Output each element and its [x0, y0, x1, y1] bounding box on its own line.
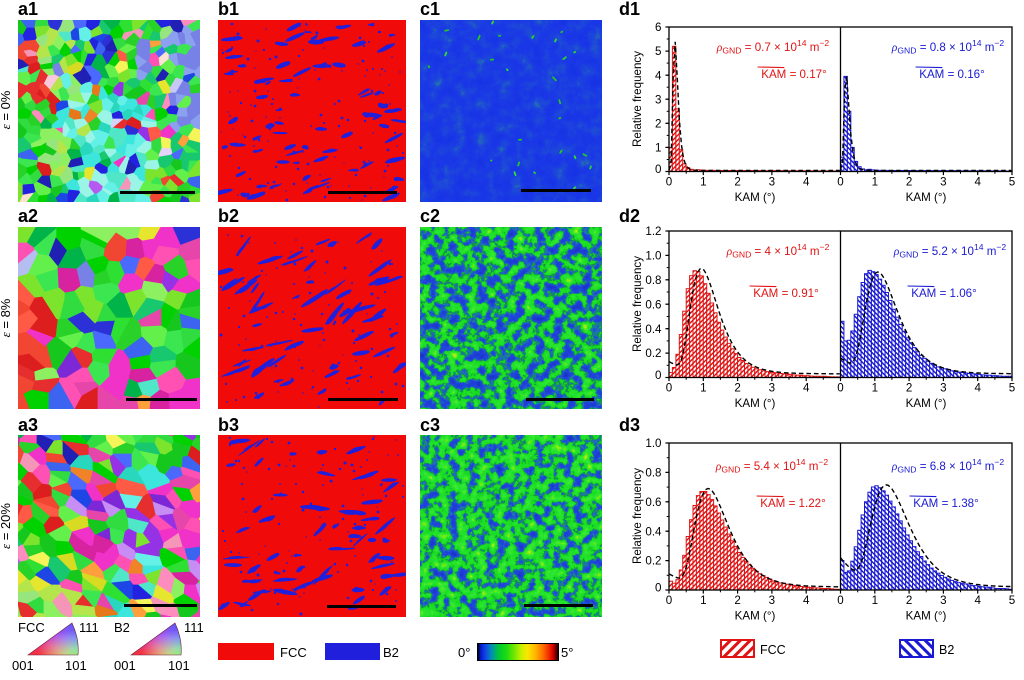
svg-text:1: 1 [700, 594, 706, 607]
svg-text:0: 0 [655, 369, 661, 382]
svg-text:5: 5 [1009, 382, 1015, 395]
svg-text:3: 3 [940, 594, 946, 607]
svg-text:4: 4 [974, 176, 981, 189]
svg-text:KAM = 1.38°: KAM = 1.38° [913, 497, 979, 510]
svg-text:0.4: 0.4 [645, 525, 662, 538]
svg-text:2: 2 [734, 176, 740, 189]
svg-text:KAM (°): KAM (°) [906, 610, 947, 623]
svg-text:4: 4 [803, 176, 810, 189]
svg-text:1.0: 1.0 [645, 250, 661, 263]
svg-text:FCC: FCC [760, 643, 786, 657]
svg-text:0.2: 0.2 [645, 555, 661, 568]
svg-text:KAM (°): KAM (°) [735, 191, 776, 204]
svg-text:0.2: 0.2 [645, 347, 661, 360]
svg-text:1: 1 [872, 382, 878, 395]
svg-text:5: 5 [1009, 176, 1015, 189]
svg-text:0.8: 0.8 [645, 467, 661, 480]
svg-text:2: 2 [655, 117, 661, 130]
svg-text:1: 1 [872, 176, 878, 189]
svg-text:1: 1 [700, 176, 706, 189]
svg-text:0: 0 [666, 176, 672, 189]
svg-text:ρGND = 0.8 × 1014 m−2: ρGND = 0.8 × 1014 m−2 [891, 38, 1005, 56]
svg-text:5: 5 [1009, 594, 1015, 607]
svg-text:4: 4 [974, 594, 981, 607]
svg-text:0: 0 [837, 382, 843, 395]
svg-text:KAM = 0.17°: KAM = 0.17° [761, 68, 827, 81]
svg-text:ρGND = 4 × 1014 m−2: ρGND = 4 × 1014 m−2 [726, 242, 830, 260]
svg-text:ρGND = 6.8 × 1014 m−2: ρGND = 6.8 × 1014 m−2 [891, 457, 1005, 475]
svg-text:3: 3 [769, 594, 775, 607]
svg-text:1: 1 [655, 142, 661, 155]
svg-text:2: 2 [906, 382, 912, 395]
svg-text:Relative frequency: Relative frequency [631, 256, 644, 352]
svg-text:ρGND = 5.4 × 1014 m−2: ρGND = 5.4 × 1014 m−2 [715, 457, 829, 475]
svg-text:KAM (°): KAM (°) [906, 191, 947, 204]
svg-text:Relative frequency: Relative frequency [631, 468, 644, 564]
svg-text:KAM = 0.16°: KAM = 0.16° [919, 68, 985, 81]
svg-text:2: 2 [906, 594, 912, 607]
svg-text:2: 2 [906, 176, 912, 189]
svg-text:0: 0 [666, 594, 672, 607]
svg-text:0.8: 0.8 [645, 274, 661, 287]
svg-text:3: 3 [769, 382, 775, 395]
svg-text:Relative frequency: Relative frequency [631, 51, 644, 147]
svg-text:0: 0 [666, 382, 672, 395]
svg-text:4: 4 [655, 69, 662, 82]
svg-text:4: 4 [974, 382, 981, 395]
svg-text:0: 0 [837, 594, 843, 607]
svg-text:2: 2 [734, 594, 740, 607]
svg-text:0.4: 0.4 [645, 323, 662, 336]
svg-text:3: 3 [769, 176, 775, 189]
svg-text:0.6: 0.6 [645, 496, 661, 509]
svg-text:5: 5 [655, 45, 661, 58]
svg-text:1: 1 [872, 594, 878, 607]
svg-text:ρGND = 5.2 × 1014 m−2: ρGND = 5.2 × 1014 m−2 [893, 242, 1007, 260]
svg-text:0: 0 [655, 582, 661, 595]
svg-text:KAM (°): KAM (°) [735, 397, 776, 410]
svg-text:B2: B2 [939, 643, 954, 657]
svg-text:1.2: 1.2 [645, 225, 661, 238]
svg-text:KAM = 0.91°: KAM = 0.91° [753, 287, 819, 300]
svg-text:ρGND = 0.7 × 1014 m−2: ρGND = 0.7 × 1014 m−2 [716, 38, 830, 56]
svg-text:KAM = 1.22°: KAM = 1.22° [760, 497, 826, 510]
svg-text:KAM (°): KAM (°) [906, 397, 947, 410]
svg-text:2: 2 [734, 382, 740, 395]
svg-text:KAM = 1.06°: KAM = 1.06° [911, 287, 977, 300]
svg-text:0: 0 [655, 163, 661, 176]
svg-text:3: 3 [655, 93, 661, 106]
svg-text:3: 3 [940, 382, 946, 395]
svg-text:1: 1 [700, 382, 706, 395]
svg-text:0.6: 0.6 [645, 298, 661, 311]
svg-text:4: 4 [803, 382, 810, 395]
svg-text:1.0: 1.0 [645, 437, 661, 450]
svg-text:0: 0 [837, 176, 843, 189]
svg-text:KAM (°): KAM (°) [735, 610, 776, 623]
svg-text:3: 3 [940, 176, 946, 189]
svg-text:6: 6 [655, 21, 661, 34]
svg-text:4: 4 [803, 594, 810, 607]
